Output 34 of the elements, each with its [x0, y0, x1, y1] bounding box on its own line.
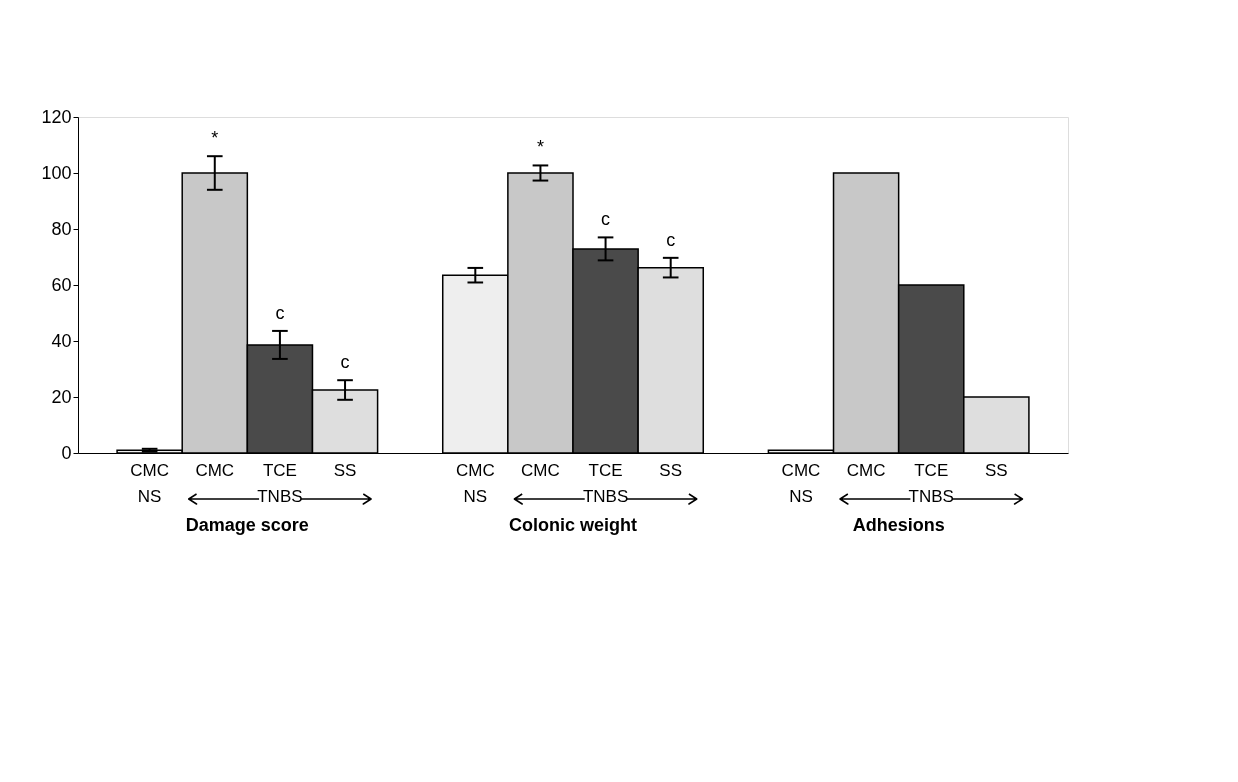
data-label: * [211, 128, 219, 149]
y-tick-label: 40 [51, 330, 72, 351]
y-tick-label: 100 [41, 162, 72, 183]
data-label: c [601, 209, 611, 230]
text: TCE [588, 461, 623, 480]
data-label: c [340, 352, 350, 373]
x-tick-label: Adhesions [852, 515, 945, 535]
series-label: CMC [195, 461, 235, 480]
text: CMC [846, 461, 886, 480]
y-tick-label: 20 [51, 386, 72, 407]
text: NS [137, 487, 162, 506]
series-label: TCE [262, 461, 297, 480]
series-label: CMC [130, 461, 169, 480]
y-tick-label: 60 [51, 274, 72, 295]
y-tick-label: 0 [61, 442, 72, 463]
text: TNBS [582, 487, 629, 506]
text: TNBS [908, 487, 954, 506]
text: CMC [455, 461, 495, 480]
series-label: SS [333, 461, 357, 480]
data-label: c [666, 229, 676, 250]
text: SS [659, 461, 683, 480]
x-tick-label: Colonic weight [509, 515, 637, 535]
y-tick-label: 120 [41, 106, 72, 127]
text: CMC [521, 461, 560, 480]
text: SS [985, 461, 1008, 480]
data-label: * [536, 137, 544, 158]
text: TCE [914, 461, 949, 480]
y-tick-label: 80 [51, 218, 72, 239]
data-label: c [275, 302, 285, 323]
text: TNBS [257, 487, 303, 506]
x-tick-label: Damage score [185, 515, 309, 535]
text: CMC [781, 461, 821, 480]
text: NS [789, 487, 813, 506]
text: NS [463, 487, 488, 506]
